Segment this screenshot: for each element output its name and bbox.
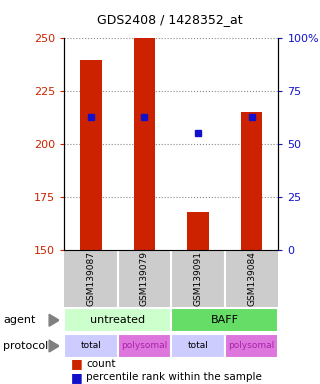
Text: agent: agent: [3, 315, 36, 325]
Bar: [241, 112, 262, 250]
Bar: [134, 38, 155, 250]
Text: ■: ■: [70, 371, 82, 384]
Text: total: total: [188, 341, 208, 351]
Bar: [171, 308, 278, 332]
Text: untreated: untreated: [90, 315, 145, 325]
Bar: [225, 334, 278, 358]
Text: percentile rank within the sample: percentile rank within the sample: [86, 372, 262, 382]
Bar: [171, 334, 225, 358]
Polygon shape: [49, 340, 59, 352]
Text: GSM139091: GSM139091: [194, 251, 203, 306]
Text: GSM139087: GSM139087: [86, 251, 95, 306]
Bar: [187, 212, 209, 250]
Text: protocol: protocol: [3, 341, 48, 351]
Text: GDS2408 / 1428352_at: GDS2408 / 1428352_at: [97, 13, 243, 26]
Text: GSM139079: GSM139079: [140, 251, 149, 306]
Text: total: total: [80, 341, 101, 351]
Polygon shape: [49, 314, 59, 326]
Bar: [118, 334, 171, 358]
Bar: [80, 60, 101, 250]
Text: polysomal: polysomal: [228, 341, 275, 351]
Bar: [64, 308, 171, 332]
Bar: [64, 334, 118, 358]
Text: BAFF: BAFF: [211, 315, 239, 325]
Text: ■: ■: [70, 358, 82, 371]
Text: GSM139084: GSM139084: [247, 251, 256, 306]
Text: count: count: [86, 359, 116, 369]
Text: polysomal: polysomal: [121, 341, 168, 351]
